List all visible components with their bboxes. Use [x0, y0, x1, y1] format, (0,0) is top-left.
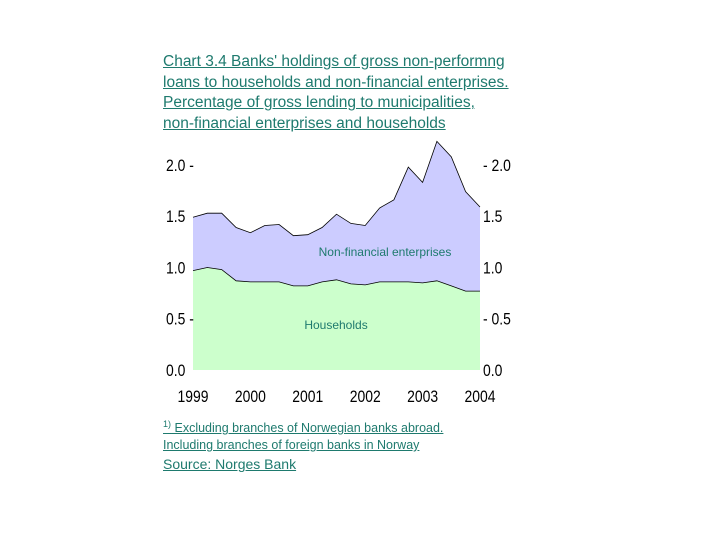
footnote: 1) Excluding branches of Norwegian banks… [163, 416, 443, 454]
total-line [192, 140, 481, 237]
x-tick-label: 1999 [178, 388, 209, 407]
households-label: Households [304, 318, 367, 332]
y-tick-right-label: - 2.0 [483, 157, 511, 176]
x-tick-label: 2002 [350, 388, 381, 407]
x-tick-label: 2003 [407, 388, 438, 407]
y-tick-right-label: 0.0 [483, 362, 503, 381]
x-tick-label: 2004 [465, 388, 496, 407]
households-line [192, 267, 480, 292]
y-tick-left-label: 0.0 [166, 362, 186, 381]
x-tick-label: 2000 [235, 388, 266, 407]
x-axis: 1999 2000 2001 2002 2003 2004 [178, 388, 496, 407]
title-line-2: loans to households and non-financial en… [163, 73, 509, 91]
footnote-marker: 1) [163, 419, 172, 429]
footnote-line-2: Including branches of foreign banks in N… [163, 438, 420, 453]
y-tick-left-label: 1.0 [166, 259, 186, 278]
y-tick-left-label: 1.5 [166, 208, 185, 227]
source-text: Source: Norges Bank [163, 456, 297, 472]
y-axis-left: 0.0 0.5 - 1.0 1.5 2.0 - [166, 157, 194, 381]
x-tick-label: 2001 [292, 388, 323, 407]
chart-title: Chart 3.4 Banks' holdings of gross non-p… [163, 52, 583, 134]
y-tick-right-label: 1.5 [483, 208, 502, 227]
y-axis-right: 0.0 - 0.5 1.0 1.5 - 2.0 [483, 157, 511, 381]
enterprises-area [193, 141, 480, 292]
y-tick-left-label: 2.0 - [166, 157, 194, 176]
title-line-4: non-financial enterprises and households [163, 114, 446, 132]
y-tick-left-label: 0.5 - [166, 311, 194, 330]
title-line-3: Percentage of gross lending to municipal… [163, 94, 475, 111]
enterprises-label: Non-financial enterprises [319, 245, 452, 259]
y-tick-right-label: - 0.5 [483, 311, 511, 330]
households-area [193, 267, 480, 370]
y-tick-right-label: 1.0 [483, 259, 503, 278]
footnote-line-1: Excluding branches of Norwegian banks ab… [171, 421, 444, 436]
title-line-1: Chart 3.4 Banks' holdings of gross non-p… [163, 53, 505, 70]
